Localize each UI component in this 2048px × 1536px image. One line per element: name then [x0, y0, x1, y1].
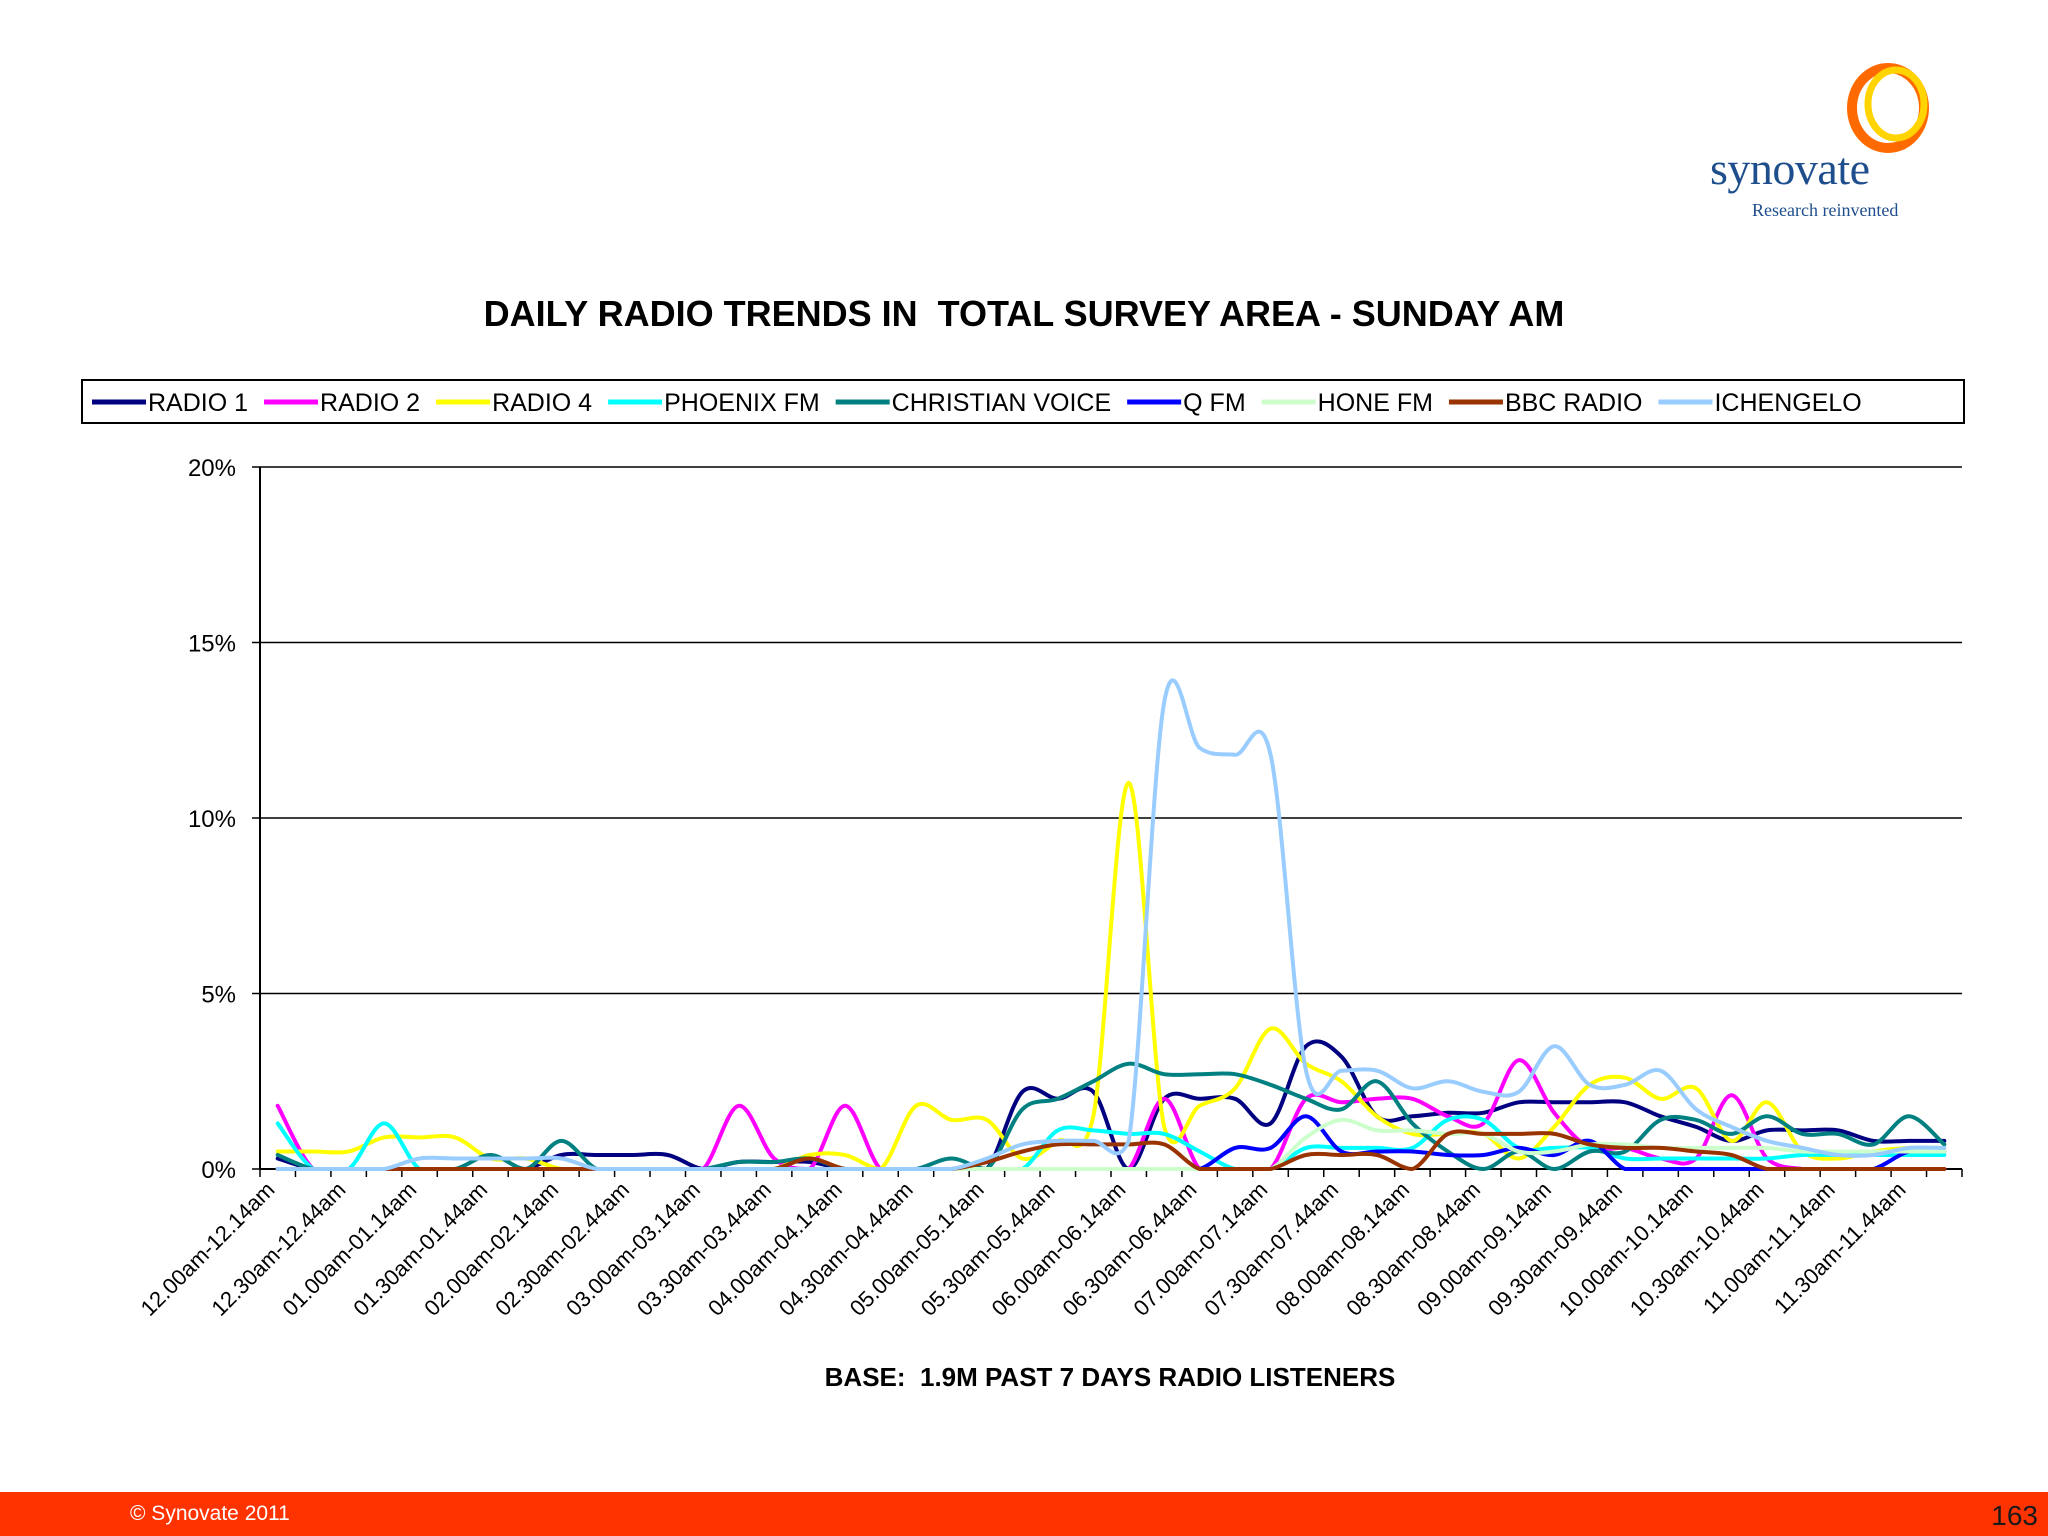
series-line-christian-voice: [275, 1061, 1947, 1171]
x-tick-label: 01.30am-01.44am: [348, 1177, 492, 1321]
page-number: 163: [1991, 1500, 2038, 1531]
series-line-radio-4: [275, 780, 1947, 1171]
series-line-radio-1: [275, 1039, 1947, 1171]
legend-label: BBC RADIO: [1505, 389, 1643, 417]
x-tick-label: 03.30am-03.44am: [632, 1177, 776, 1321]
x-tick-label: 12.00am-12.14am: [136, 1177, 280, 1321]
synovate-ring-icon: [1847, 63, 1929, 153]
footer-copyright: © Synovate 2011: [130, 1502, 290, 1525]
legend-box: [81, 379, 1965, 424]
series-line-ichengelo: [275, 678, 1947, 1171]
logo-wordmark: synovate: [1710, 143, 1870, 194]
synovate-logo: synovate Research reinvented: [1700, 60, 1940, 230]
x-tick-label: 07.30am-07.44am: [1199, 1177, 1343, 1321]
x-tick-label: 12.30am-12.44am: [207, 1177, 351, 1321]
grid: [260, 466, 1962, 995]
legend-label: RADIO 2: [320, 389, 420, 417]
y-tick-label: 20%: [188, 455, 236, 482]
x-tick-label: 06.00am-06.14am: [987, 1177, 1131, 1321]
x-tick-label: 03.00am-03.14am: [561, 1177, 705, 1321]
x-tick-label: 07.00am-07.14am: [1128, 1177, 1272, 1321]
legend-label: ICHENGELO: [1714, 389, 1861, 417]
x-tick-label: 08.00am-08.14am: [1270, 1177, 1414, 1321]
x-tick-label: 02.30am-02.44am: [490, 1177, 634, 1321]
y-tick-label: 15%: [188, 631, 236, 658]
x-tick-label: 05.30am-05.44am: [916, 1177, 1060, 1321]
x-tick-label: 09.30am-09.44am: [1483, 1177, 1627, 1321]
legend-label: Q FM: [1183, 389, 1246, 417]
legend: RADIO 1 RADIO 2 RADIO 4 PHOENIX FM CHRISTIAN…: [92, 389, 1862, 417]
x-axis-label: BASE: 1.9M PAST 7 DAYS RADIO LISTENERS: [825, 1362, 1396, 1392]
series-lines: [275, 678, 1947, 1171]
x-tick-label: 01.00am-01.14am: [277, 1177, 421, 1321]
x-tick-label: 11.00am-11.14am: [1698, 1177, 1840, 1319]
legend-label: HONE FM: [1318, 389, 1433, 417]
x-tick-label: 06.30am-06.44am: [1058, 1177, 1202, 1321]
x-tick-label: 10.00am-10.14am: [1554, 1177, 1698, 1321]
x-axis: 12.00am-12.14am12.30am-12.44am01.00am-01…: [136, 1168, 1963, 1321]
legend-label: CHRISTIAN VOICE: [892, 389, 1111, 417]
x-tick-label: 04.00am-04.14am: [703, 1177, 847, 1321]
x-tick-label: 02.00am-02.14am: [419, 1177, 563, 1321]
y-tick-label: 10%: [188, 806, 236, 833]
y-tick-label: 0%: [201, 1157, 236, 1184]
legend-label: RADIO 4: [492, 389, 592, 417]
chart-title: DAILY RADIO TRENDS IN TOTAL SURVEY AREA …: [484, 293, 1565, 334]
x-tick-label: 08.30am-08.44am: [1341, 1177, 1485, 1321]
x-tick-label: 09.00am-09.14am: [1412, 1177, 1556, 1321]
y-tick-label: 5%: [201, 982, 236, 1009]
legend-label: PHOENIX FM: [664, 389, 820, 417]
x-tick-label: 04.30am-04.44am: [774, 1177, 918, 1321]
y-axis: 0% 5% 10% 15% 20%: [188, 455, 261, 1184]
x-tick-label: 11.30am-11.44am: [1769, 1177, 1911, 1319]
x-tick-label: 10.30am-10.44am: [1625, 1177, 1769, 1321]
logo-tagline: Research reinvented: [1752, 200, 1899, 220]
x-tick-label: 05.00am-05.14am: [845, 1177, 989, 1321]
series-line-bbc-radio: [275, 1129, 1947, 1171]
legend-label: RADIO 1: [148, 389, 248, 417]
line-chart: DAILY RADIO TRENDS IN TOTAL SURVEY AREA …: [81, 293, 1965, 1392]
footer-bar: [0, 1492, 2048, 1536]
